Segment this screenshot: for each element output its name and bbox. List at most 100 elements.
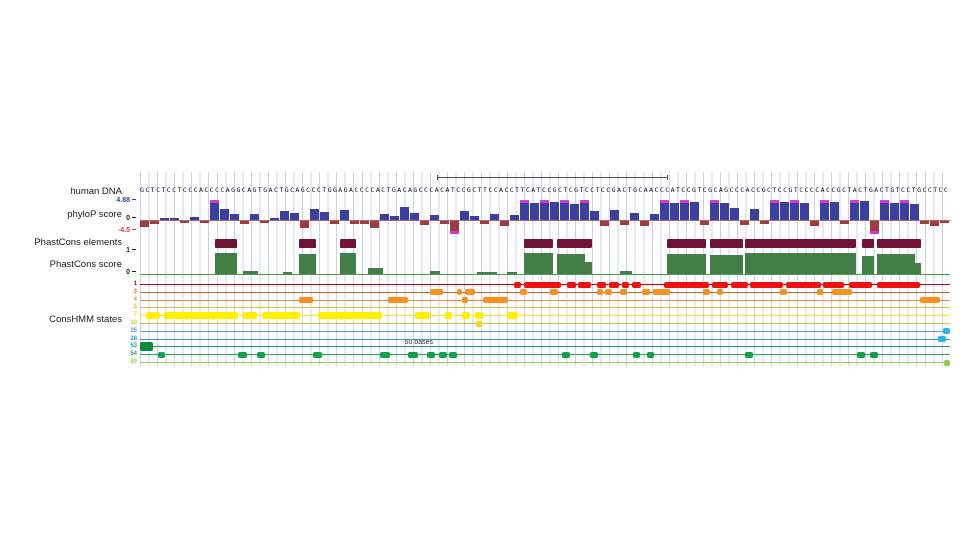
phylop-bar [740,221,750,225]
phylop-bar [260,221,270,223]
track-label-phastcons-elements: PhastCons elements [34,237,122,248]
conshmm-segment [938,336,946,343]
conshmm-segment [590,351,598,358]
dna-base: G [868,186,873,194]
phylop-bar [930,221,940,226]
dna-base: G [284,186,289,194]
phastcons-element [299,239,316,248]
scale-ruler-label: 50 bases [404,339,433,346]
dna-base: C [799,186,804,194]
dna-base: C [359,186,364,194]
phastcons-score-area [877,254,915,274]
phylop-bar [790,200,800,220]
conshmm-row-line [140,291,950,293]
conshmm-segment [597,281,606,288]
conshmm-state-label: 25 [130,327,137,334]
dna-base: A [670,186,675,194]
phylop-bar [500,221,510,226]
conshmm-segment [524,281,561,288]
dna-base: C [525,186,530,194]
phylop-bar [230,214,240,220]
conshmm-segment [849,281,872,288]
conshmm-segment [605,289,612,296]
phastcons-element [862,239,874,248]
dna-base: C [456,186,461,194]
phylop-bar [800,203,810,220]
dna-base: C [584,186,589,194]
ruler-line [437,177,667,178]
conshmm-row-line [140,346,950,348]
dna-base: T [477,186,482,194]
dna-base: C [590,186,595,194]
phylop-bar [370,221,380,229]
conshmm-state-label: 89 [130,359,137,365]
conshmm-segment [415,312,430,320]
dna-base: C [547,186,552,194]
conshmm-segment [439,351,447,358]
conshmm-row-line [140,338,950,340]
phastcons-element [710,239,743,248]
dna-base: C [493,186,498,194]
phastcons-score-area [283,271,292,274]
phylop-bar [690,202,700,220]
conshmm-segment [857,351,865,358]
conshmm-segment [158,351,165,358]
phylop-bar [160,217,170,220]
dna-base: T [847,186,852,194]
conshmm-segment [664,281,709,288]
dna-base: A [198,186,203,194]
phastcons-element [524,239,553,248]
conshmm-segment [597,289,603,296]
conshmm-segment [476,320,482,327]
dna-base: A [338,186,343,194]
phylop-bar [780,202,790,220]
dna-base: G [708,186,713,194]
dna-base: G [252,186,257,194]
dna-base: C [273,186,278,194]
dna-base: C [472,186,477,194]
dna-base: C [172,186,177,194]
conshmm-segment [920,297,940,304]
conshmm-segment [780,289,787,296]
dna-base: G [836,186,841,194]
phastcons-score-area [299,254,316,274]
dna-base: A [718,186,723,194]
dna-base: C [740,186,745,194]
dna-base: T [520,186,525,194]
conshmm-segment [427,351,435,358]
phylop-bar [520,200,530,220]
dna-base: A [434,186,439,194]
dna-base: A [649,186,654,194]
phylop-bar [410,213,420,220]
dna-base: G [611,186,616,194]
conshmm-segment [445,312,452,320]
phylop-bar [300,221,310,228]
phylop-bar [350,221,360,225]
conshmm-state-label: 53 [130,343,137,350]
dna-base: C [826,186,830,194]
conshmm-segment [430,289,443,296]
phylop-bar [640,221,650,226]
dna-base: A [268,186,273,194]
phylop-bar [880,200,890,220]
conshmm-segment [647,351,654,358]
dna-base: C [541,186,546,194]
phylop-bar [470,216,480,220]
dna-base: C [204,186,209,194]
conshmm-segment [146,312,160,320]
dna-base: C [509,186,514,194]
dna-base: C [804,186,809,194]
dna-base: A [247,186,252,194]
dna-base: T [563,186,568,194]
dna-base: G [724,186,729,194]
dna-base: C [901,186,905,194]
phylop-bar [550,202,560,220]
conshmm-segment [823,281,844,288]
conshmm-segment [465,289,475,296]
conshmm-segment [507,312,518,320]
phylop-bar [820,200,830,220]
dna-base: T [933,186,938,194]
phastcons-axis-min: 0 [0,269,136,276]
